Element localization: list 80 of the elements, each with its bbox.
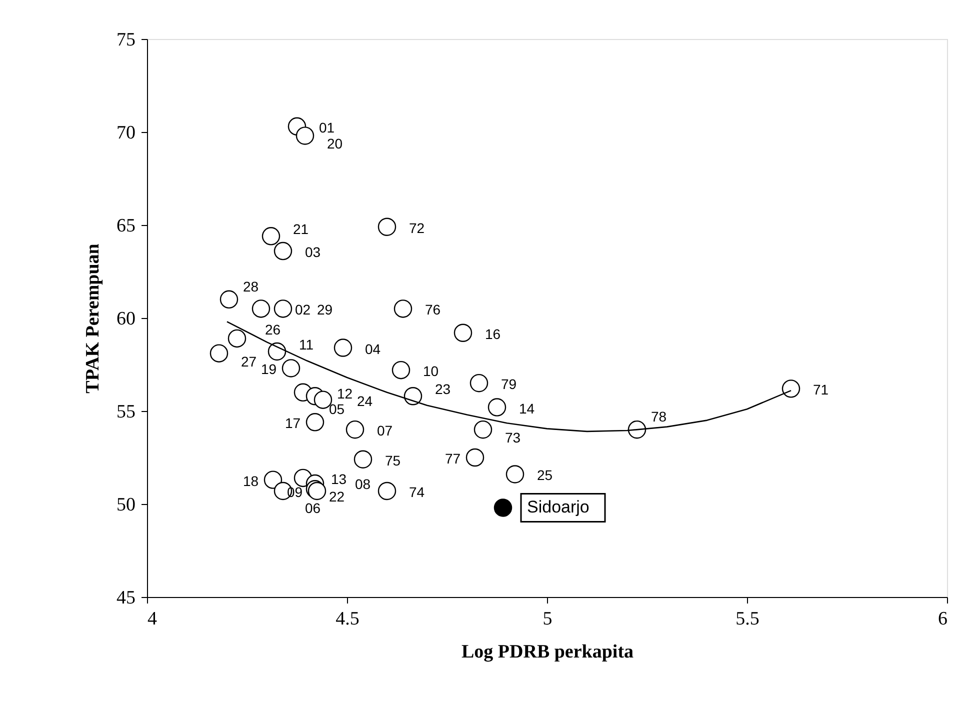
point — [264, 470, 282, 489]
point — [220, 290, 238, 308]
x-tick-label: 5.5 — [736, 608, 760, 630]
annotation: 22 — [329, 488, 345, 505]
annotation: 18 — [243, 472, 259, 489]
point — [306, 413, 324, 432]
y-tick-label: 50 — [116, 494, 136, 516]
annotation: 79 — [501, 376, 517, 392]
point — [378, 482, 396, 500]
annotation: 20 — [327, 136, 343, 152]
annotation: 05 — [329, 401, 345, 418]
point — [470, 374, 488, 392]
point — [262, 227, 280, 246]
x-tick-label: 5 — [542, 608, 552, 630]
annotation: 26 — [265, 321, 281, 338]
annotation: 07 — [377, 422, 393, 439]
x-tick-label: 4 — [148, 608, 158, 630]
point — [782, 380, 800, 398]
annotation: 74 — [409, 484, 425, 500]
point — [296, 126, 314, 145]
point — [210, 344, 228, 362]
point — [394, 300, 412, 318]
y-tick-label: 60 — [116, 308, 136, 330]
point — [466, 448, 484, 467]
annotation: 76 — [425, 302, 441, 318]
point — [228, 329, 246, 348]
point — [268, 342, 286, 361]
annotation: 03 — [305, 244, 321, 260]
annotation: 16 — [485, 326, 501, 342]
annotation: 06 — [305, 500, 321, 516]
annotation: 23 — [435, 381, 451, 398]
annotation: 04 — [365, 340, 381, 357]
y-tick-label: 45 — [116, 588, 136, 608]
annotation: 75 — [385, 452, 401, 468]
y-tick-label: 55 — [116, 402, 136, 422]
annotation: 27 — [241, 353, 257, 370]
point — [488, 398, 506, 416]
annotation: 77 — [445, 450, 461, 466]
point — [378, 218, 396, 236]
x-axis-title: Log PDRB perkapita — [461, 642, 634, 662]
annotation: 11 — [299, 336, 314, 352]
annotation: 73 — [505, 430, 521, 446]
point — [628, 420, 646, 439]
point — [282, 359, 300, 378]
point — [252, 300, 270, 318]
annotation: 29 — [317, 302, 333, 318]
annotation: Sidoarjo — [527, 498, 590, 517]
point — [392, 360, 410, 380]
point — [404, 387, 422, 406]
y-tick-label: 75 — [116, 30, 136, 50]
annotation: 71 — [813, 382, 829, 398]
annotation: 24 — [357, 392, 373, 409]
annotation: 17 — [285, 415, 301, 432]
annotation: 78 — [651, 408, 667, 425]
point — [506, 465, 524, 484]
annotation: 25 — [537, 467, 553, 484]
point — [274, 300, 292, 318]
point — [346, 420, 364, 439]
point — [354, 450, 372, 468]
annotation: 01 — [319, 119, 335, 136]
annotation: 28 — [243, 278, 259, 294]
point — [274, 242, 292, 260]
point — [454, 324, 472, 342]
point — [474, 420, 492, 439]
x-tick-label: 6 — [938, 608, 948, 630]
annotation: 13 — [331, 470, 347, 487]
point — [494, 498, 512, 517]
annotation: 19 — [261, 361, 277, 378]
x-tick-label: 4.5 — [336, 608, 360, 630]
annotation: 12 — [337, 385, 353, 402]
annotation: 72 — [409, 220, 425, 236]
point — [334, 338, 352, 357]
annotation: 14 — [519, 400, 535, 416]
y-tick-label: 65 — [116, 216, 136, 236]
annotation: 02 — [295, 302, 311, 318]
annotation: 21 — [293, 221, 309, 238]
annotation: 08 — [355, 476, 371, 492]
y-tick-label: 70 — [116, 122, 136, 144]
annotation: 10 — [423, 363, 439, 380]
y-axis-title: TPAK Perempuan — [82, 243, 104, 394]
